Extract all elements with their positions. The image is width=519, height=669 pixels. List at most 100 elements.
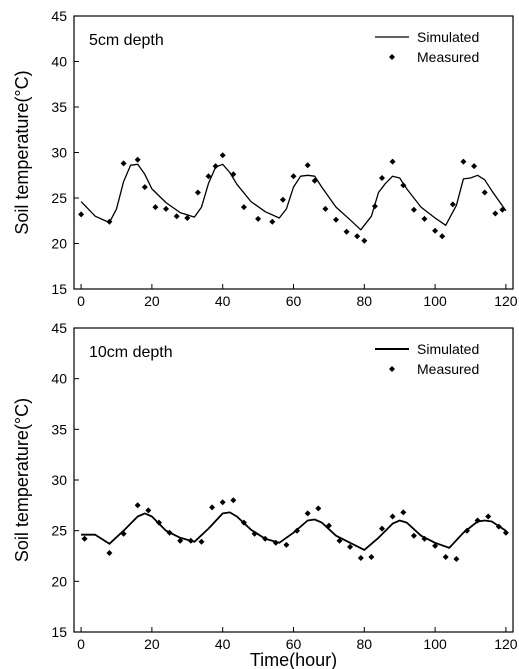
data-point-measured (371, 203, 378, 210)
chart-panel-2: 0 20 40 60 80 100 120 15 20 25 30 35 40 45 Soil temper… (12, 320, 518, 669)
data-point-measured (368, 554, 375, 560)
x-tick-label: 40 (215, 636, 231, 652)
series-line-simulated (81, 511, 507, 551)
x-tick-label: 20 (144, 636, 160, 652)
legend-marker-measured (389, 54, 395, 60)
x-tick-label: 100 (423, 636, 447, 652)
data-point-measured (481, 189, 488, 196)
data-point-measured (315, 505, 322, 512)
y-tick-label: 20 (51, 236, 67, 252)
data-point-measured (141, 184, 148, 191)
data-point-measured (205, 173, 212, 180)
data-point-measured (502, 529, 509, 536)
data-point-measured (410, 206, 417, 213)
data-point-measured (449, 201, 456, 208)
data-point-measured (464, 527, 470, 534)
data-point-measured (499, 206, 506, 213)
data-point-measured (230, 171, 237, 178)
x-tick-label: 80 (357, 636, 373, 652)
data-point-measured (495, 523, 502, 530)
data-point-measured (389, 158, 396, 165)
data-point-measured (230, 497, 237, 504)
x-tick-label: 60 (286, 636, 302, 652)
y-tick-label: 45 (51, 8, 67, 24)
data-point-measured (294, 527, 300, 534)
y-tick-label: 30 (51, 145, 67, 161)
data-point-measured (379, 175, 385, 181)
data-point-measured (474, 517, 481, 524)
data-point-measured (173, 213, 180, 220)
chart-panel-1: 0 20 40 60 80 100 120 15 20 25 30 35 40 45 Soil temper… (12, 8, 518, 309)
legend-label-measured: Measured (417, 49, 479, 65)
data-point-measured (187, 537, 194, 544)
panel-label: 10cm depth (89, 344, 173, 361)
data-point-measured (357, 555, 364, 561)
data-point-measured (78, 211, 85, 218)
y-axis-label: Soil temperature(°C) (12, 70, 32, 234)
data-point-measured (81, 535, 88, 542)
data-point-measured (269, 218, 276, 225)
data-point-measured (290, 173, 297, 180)
x-tick-label: 40 (215, 293, 231, 309)
x-tick-label: 60 (286, 293, 302, 309)
data-point-measured (460, 158, 467, 165)
data-point-measured (304, 162, 311, 169)
y-tick-label: 15 (51, 281, 67, 297)
x-tick-label: 120 (494, 636, 518, 652)
y-tick-label: 25 (51, 190, 67, 206)
legend-label-measured: Measured (417, 361, 479, 377)
data-point-measured (212, 163, 219, 170)
data-point-measured (304, 510, 311, 517)
x-tick-label: 0 (77, 636, 85, 652)
data-point-measured (219, 499, 226, 506)
data-point-measured (283, 541, 290, 548)
data-point-measured (322, 205, 329, 212)
y-tick-label: 40 (51, 54, 67, 70)
data-point-measured (184, 215, 191, 221)
y-axis-label: Soil temperature(°C) (12, 398, 32, 562)
x-axis-label: Time(hour) (250, 650, 337, 669)
data-point-measured (156, 519, 162, 526)
data-point-measured (333, 216, 339, 223)
x-tick-label: 100 (423, 293, 447, 309)
data-point-measured (442, 554, 449, 560)
x-tick-label: 20 (144, 293, 160, 309)
data-point-measured (453, 556, 460, 562)
data-point-measured (400, 182, 407, 189)
y-tick-label: 45 (51, 320, 67, 336)
y-tick-label: 15 (51, 624, 67, 640)
y-tick-label: 30 (51, 472, 67, 488)
data-point-measured (272, 539, 279, 546)
y-tick-label: 35 (51, 421, 67, 437)
data-point-measured (240, 519, 247, 526)
data-point-measured (163, 205, 169, 212)
data-point-measured (219, 152, 226, 159)
data-point-measured (471, 163, 478, 170)
data-point-measured (343, 228, 350, 235)
data-point-measured (421, 215, 428, 222)
x-tick-label: 80 (357, 293, 373, 309)
data-point-measured (106, 218, 113, 225)
data-point-measured (347, 543, 354, 550)
data-point-measured (279, 196, 286, 203)
y-tick-label: 35 (51, 99, 67, 115)
data-point-measured (152, 204, 159, 211)
data-point-measured (251, 530, 258, 537)
data-point-measured (145, 507, 152, 514)
data-point-measured (198, 538, 205, 545)
data-point-measured (106, 550, 113, 556)
data-point-measured (240, 204, 247, 211)
data-point-measured (311, 177, 318, 184)
y-tick-label: 20 (51, 573, 67, 589)
y-tick-label: 40 (51, 371, 67, 387)
legend-marker-measured (389, 366, 395, 372)
data-point-measured (421, 535, 428, 542)
x-tick-label: 0 (77, 293, 85, 309)
data-point-measured (134, 156, 141, 163)
data-point-measured (262, 535, 269, 542)
data-point-measured (492, 210, 499, 217)
data-point-measured (485, 513, 492, 520)
series-line-simulated (80, 163, 507, 231)
data-point-measured (194, 189, 201, 196)
